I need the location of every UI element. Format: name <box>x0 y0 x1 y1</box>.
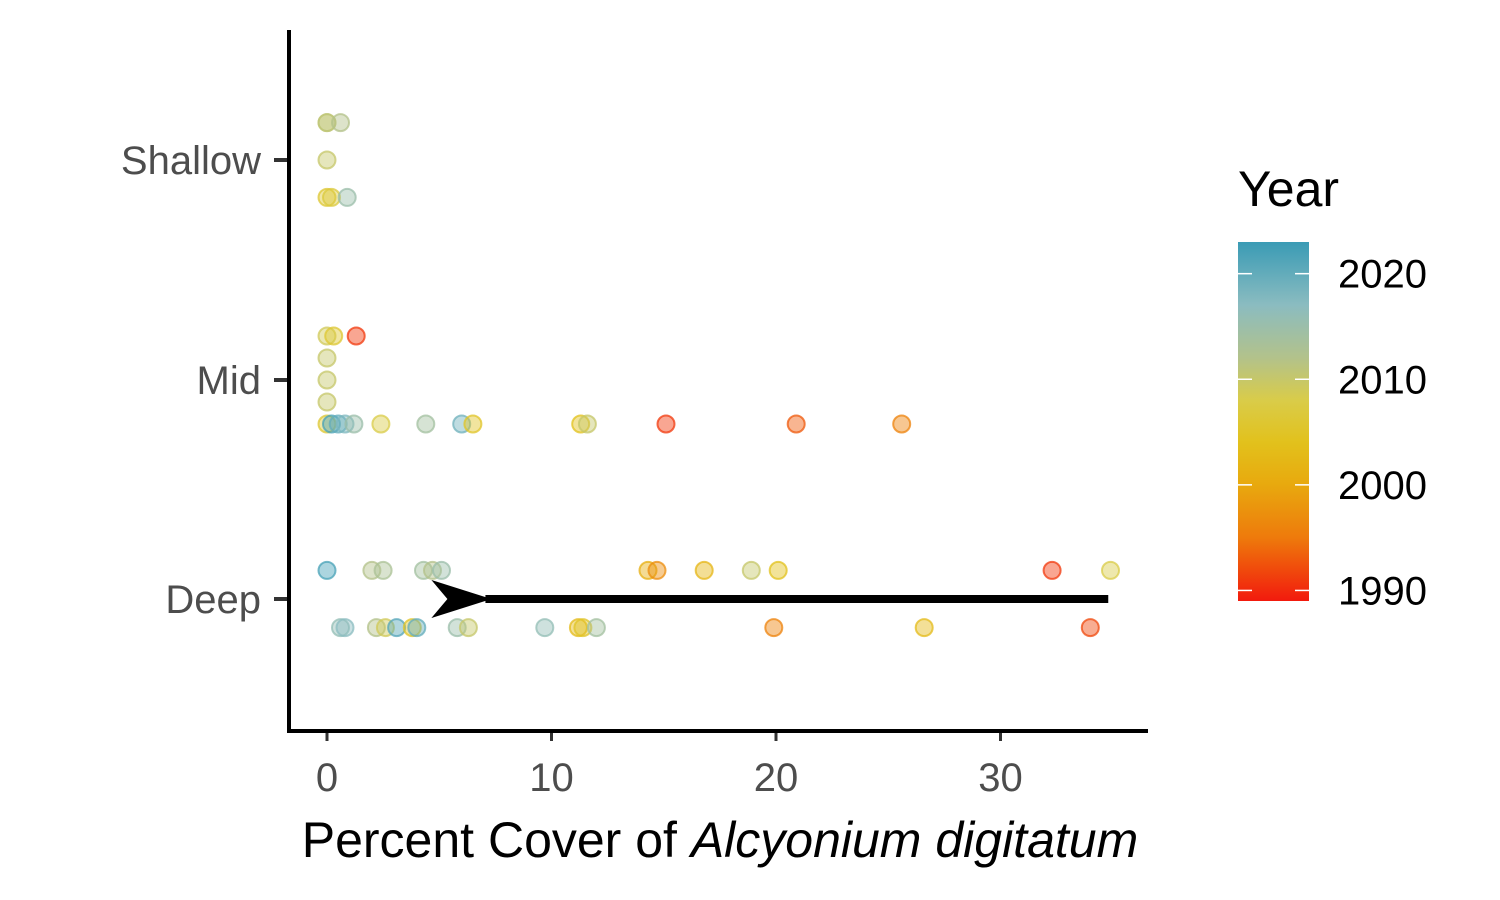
y-tick-label: Deep <box>165 578 261 622</box>
data-point <box>1042 560 1062 580</box>
legend-colorbar: Year 1990 2000 2010 2020 <box>1238 161 1427 613</box>
data-point <box>335 618 355 638</box>
data-point <box>322 187 341 207</box>
x-axis-title-prefix: Percent Cover of <box>302 812 691 868</box>
data-point <box>647 560 667 580</box>
data-point <box>337 187 357 207</box>
data-point <box>741 560 761 580</box>
data-point <box>402 618 422 638</box>
legend-tick-label: 2020 <box>1338 253 1427 297</box>
legend-tick-label: 1990 <box>1338 569 1427 613</box>
data-point <box>331 618 350 638</box>
data-point <box>331 113 350 133</box>
x-tick-label: 10 <box>529 756 574 800</box>
data-point <box>1101 560 1120 580</box>
x-tick-label: 20 <box>754 756 799 800</box>
data-point <box>571 414 591 434</box>
data-point <box>328 414 348 434</box>
legend-title: Year <box>1238 161 1339 217</box>
data-point <box>344 414 364 434</box>
legend-ticks: 1990 2000 2010 2020 <box>1238 253 1427 613</box>
data-point <box>577 414 597 434</box>
data-point <box>573 618 593 638</box>
y-axis-ticks: Shallow Mid Deep <box>121 139 287 622</box>
colorbar <box>1238 242 1309 601</box>
legend-tick-label: 2000 <box>1338 464 1427 508</box>
data-point <box>317 113 337 133</box>
data-point <box>317 326 337 346</box>
data-point <box>407 618 427 638</box>
x-axis-title: Percent Cover of Alcyonium digitatum <box>302 812 1138 868</box>
data-point <box>324 326 344 346</box>
data-point <box>535 618 555 638</box>
data-point <box>432 560 451 580</box>
y-tick-label: Shallow <box>121 139 261 183</box>
data-point <box>317 348 337 368</box>
data-point <box>458 618 478 638</box>
data-point <box>764 618 784 638</box>
data-point <box>317 560 337 580</box>
data-point <box>322 414 341 434</box>
data-point <box>892 414 912 434</box>
data-point <box>317 370 337 390</box>
y-tick-label: Mid <box>197 359 261 403</box>
axes <box>287 30 1148 733</box>
x-tick-label: 30 <box>978 756 1023 800</box>
data-point <box>373 560 393 580</box>
x-axis-title-species: Alcyonium digitatum <box>688 812 1138 868</box>
data-point <box>317 187 337 207</box>
data-point <box>346 326 366 346</box>
data-point <box>656 414 676 434</box>
x-axis-ticks: 0 10 20 30 <box>316 733 1023 800</box>
data-point <box>371 414 391 434</box>
data-points <box>317 113 1120 638</box>
data-point <box>694 560 714 580</box>
legend-tick-label: 2010 <box>1338 358 1427 402</box>
data-point <box>786 414 806 434</box>
data-point <box>768 560 788 580</box>
x-tick-label: 0 <box>316 756 338 800</box>
data-point <box>387 618 407 638</box>
data-point <box>317 150 337 170</box>
data-point <box>1080 618 1100 638</box>
data-point <box>416 414 436 434</box>
data-point <box>317 392 337 412</box>
data-point <box>914 618 934 638</box>
data-point <box>586 618 606 638</box>
data-point <box>463 414 483 434</box>
